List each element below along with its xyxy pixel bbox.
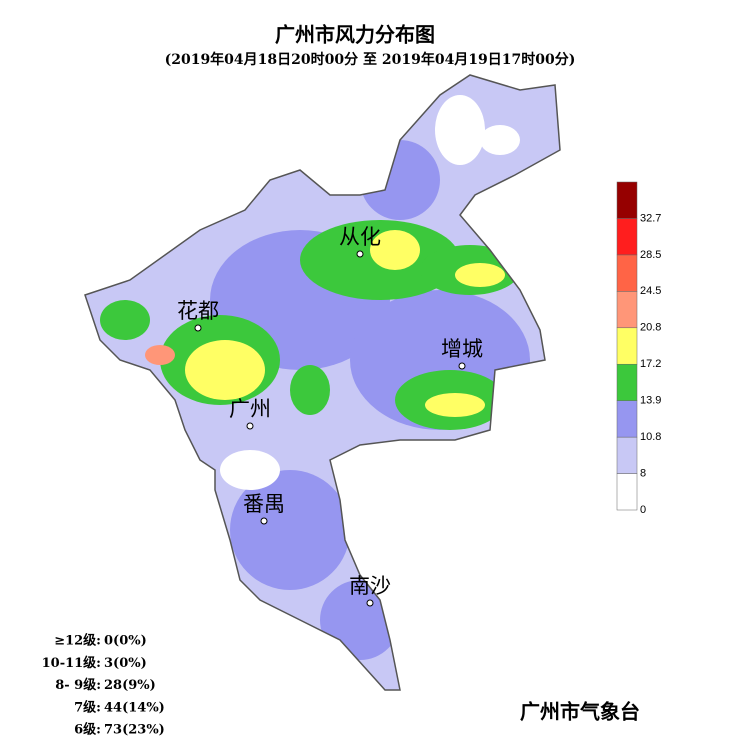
legend-label: 0 (640, 504, 646, 516)
stat-value: 28(9%) (104, 678, 156, 693)
legend-swatch (616, 218, 638, 256)
stat-level: 10-11级: (42, 655, 101, 671)
stat-value: 44(14%) (104, 700, 165, 715)
legend-label: 20.8 (640, 322, 661, 334)
legend-label: 32.7 (640, 212, 661, 224)
wind-map (85, 75, 560, 690)
place-dot (194, 324, 202, 332)
legend: 0 8 10.8 13.9 17.2 20.8 24.5 28.5 32.7 (616, 181, 661, 516)
legend-label: 8 (640, 467, 646, 479)
place-dot (260, 517, 268, 525)
stats: ≥12级: 0(0%)10-11级: 3(0%)8- 9级: 28(9%)7级: 44(… (42, 633, 165, 738)
legend-swatch (616, 291, 638, 329)
place-label: 番禺 (243, 492, 285, 516)
legend-label: 10.8 (640, 431, 661, 443)
legend-label: 24.5 (640, 285, 661, 297)
stat-level: 8- 9级: (55, 677, 101, 693)
stat-level: ≥12级: (54, 633, 101, 649)
legend-swatch (616, 436, 638, 474)
stat-level: 7级: (74, 699, 101, 715)
stat-level: 6级: (74, 722, 101, 738)
legend-label: 13.9 (640, 395, 661, 407)
place-label: 从化 (339, 225, 381, 249)
title: 广州市风力分布图 (275, 23, 435, 47)
legend-swatch (616, 181, 638, 219)
subtitle: (2019年04月18日20时00分 至 2019年04月19日17时00分) (165, 51, 576, 68)
legend-swatch (616, 473, 638, 511)
legend-swatch (616, 254, 638, 292)
footer: 广州市气象台 (520, 700, 640, 724)
place-label: 花都 (177, 299, 219, 323)
place-dot (246, 422, 254, 430)
legend-label: 17.2 (640, 358, 661, 370)
place-label: 增城 (441, 337, 483, 361)
legend-label: 28.5 (640, 249, 661, 261)
place-dot (458, 362, 466, 370)
stat-value: 73(23%) (104, 723, 165, 738)
place-dot (366, 599, 374, 607)
legend-swatch (616, 327, 638, 365)
place-dot (356, 250, 364, 258)
stat-value: 3(0%) (104, 656, 147, 671)
place-label: 南沙 (349, 574, 391, 598)
legend-swatch (616, 400, 638, 438)
place-label: 广州 (229, 397, 271, 421)
stat-value: 0(0%) (104, 634, 147, 649)
legend-swatch (616, 363, 638, 401)
